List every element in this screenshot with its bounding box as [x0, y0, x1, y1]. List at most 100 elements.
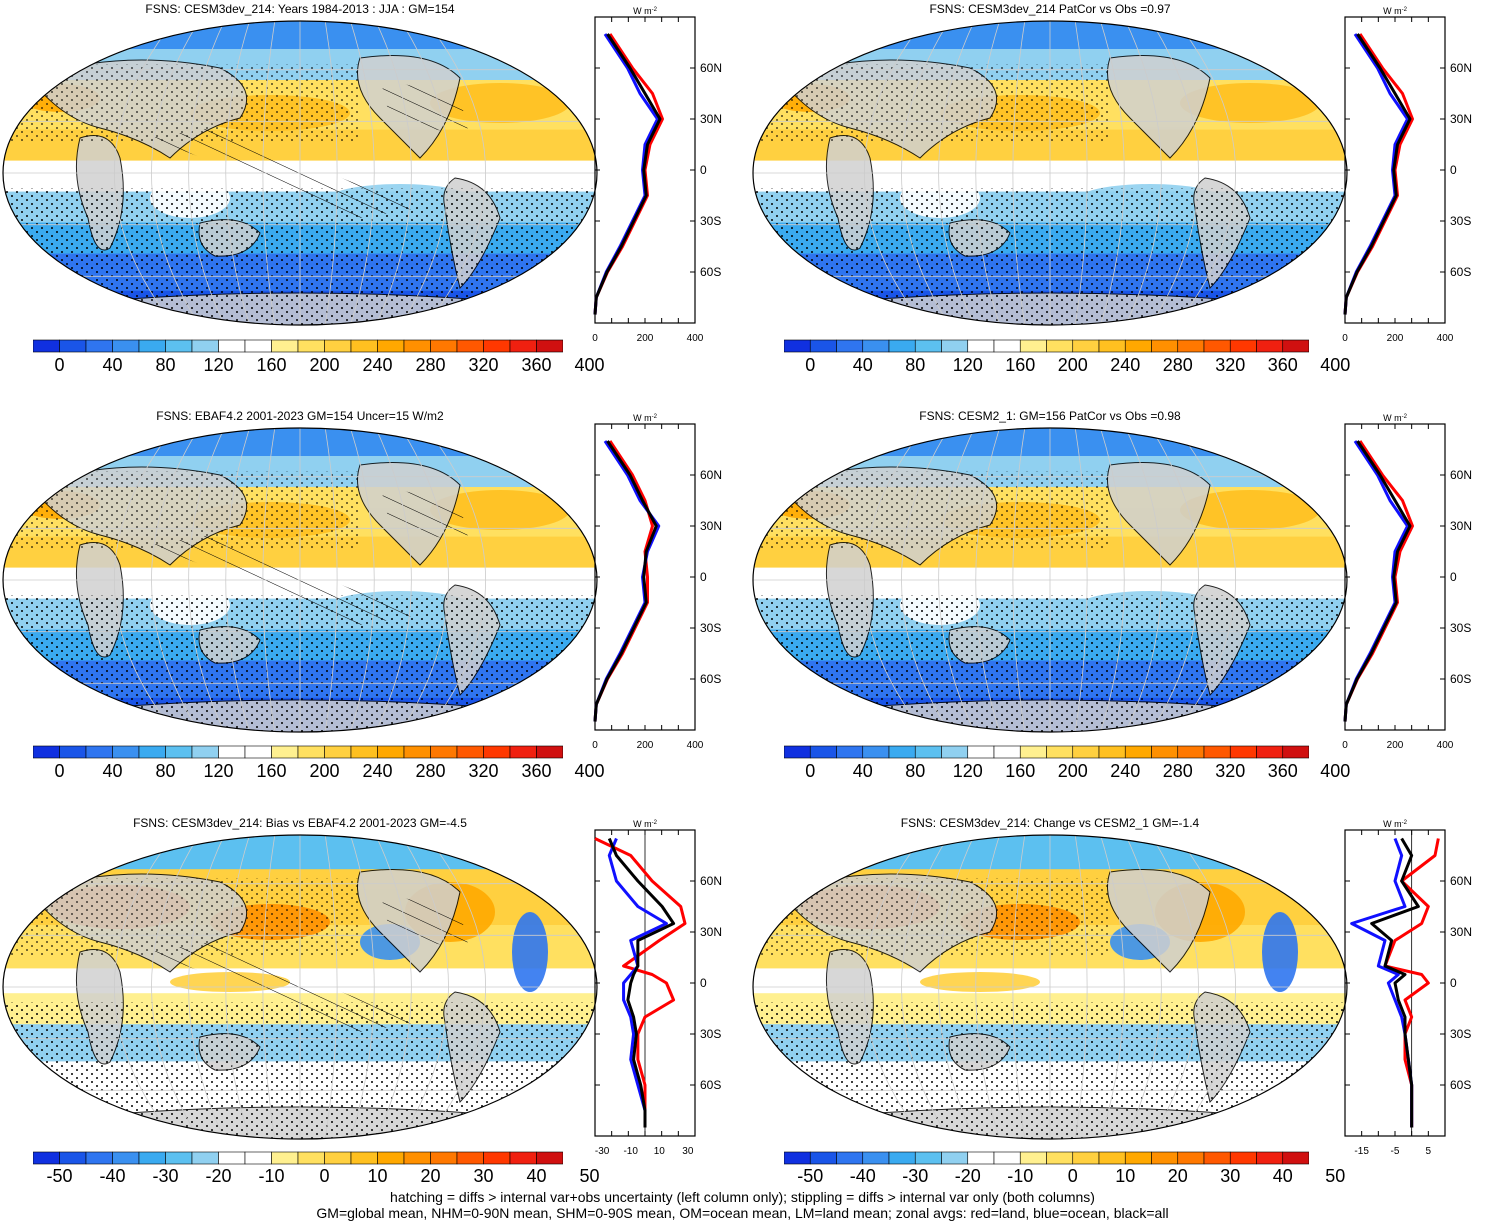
colorbar-label: 80 — [905, 761, 926, 781]
lat-label: 30S — [1450, 214, 1472, 228]
colorbar-label: 40 — [102, 355, 123, 375]
colorbar-label: 40 — [1272, 1166, 1293, 1186]
colorbar-label: 0 — [54, 355, 65, 375]
colorbar-swatch — [59, 745, 87, 759]
colorbar-label: -20 — [205, 1166, 232, 1186]
colorbar-swatch — [377, 339, 405, 353]
colorbar-swatch — [914, 339, 942, 353]
map-panel — [2, 834, 598, 1140]
colorbar-swatch — [324, 1151, 352, 1165]
colorbar-label: 240 — [1110, 761, 1141, 781]
colorbar-swatch — [403, 745, 431, 759]
colorbar-swatch — [862, 1151, 890, 1165]
colorbar-label: 400 — [1320, 761, 1351, 781]
x-tick-label: -10 — [623, 1146, 638, 1157]
panel-title: FSNS: CESM3dev_214 PatCor vs Obs =0.97 — [929, 2, 1171, 16]
colorbar-swatch — [809, 1151, 837, 1165]
panel-title: FSNS: CESM2_1: GM=156 PatCor vs Obs =0.9… — [919, 409, 1181, 423]
colorbar-label: 160 — [256, 761, 287, 781]
colorbar-swatch — [784, 339, 811, 353]
colorbar-swatch — [191, 339, 219, 353]
lat-label: 60S — [700, 265, 722, 279]
lat-label: 0 — [1450, 163, 1457, 177]
colorbar-swatch — [112, 339, 140, 353]
map-panel — [2, 427, 598, 733]
series-line-land — [594, 837, 687, 1128]
lat-label: 0 — [1450, 570, 1457, 584]
colorbar-label: 280 — [415, 355, 446, 375]
lat-label: 60N — [1450, 468, 1473, 482]
colorbar-swatch — [1151, 1151, 1179, 1165]
x-tick-label: 5 — [1425, 1146, 1432, 1157]
colorbar-label: -50 — [46, 1166, 73, 1186]
colorbar-swatch — [191, 745, 219, 759]
colorbar-swatch — [165, 745, 193, 759]
colorbar-label: 20 — [420, 1166, 441, 1186]
colorbar-label: 50 — [1325, 1166, 1346, 1186]
lat-label: 60S — [1450, 265, 1472, 279]
colorbar-swatch — [165, 1151, 193, 1165]
colorbar-swatch — [483, 1151, 511, 1165]
colorbar-swatch — [244, 745, 272, 759]
x-tick-label: 200 — [1386, 333, 1404, 344]
colorbar-swatch — [1098, 339, 1126, 353]
colorbar-label: -10 — [258, 1166, 285, 1186]
colorbar-label: 160 — [256, 355, 287, 375]
colorbar — [784, 745, 1309, 759]
colorbar-label: 40 — [852, 761, 873, 781]
colorbar-label: 120 — [203, 761, 234, 781]
lat-label: 30N — [1450, 925, 1473, 939]
series-line-all — [607, 837, 676, 1128]
colorbar-label: 320 — [468, 355, 499, 375]
colorbar-label: 240 — [1110, 355, 1141, 375]
unit-label: W m-2 — [633, 819, 657, 829]
colorbar-label: 400 — [574, 761, 605, 781]
colorbar-swatch — [941, 339, 969, 353]
colorbar-swatch — [324, 745, 352, 759]
lat-label: 30N — [700, 112, 723, 126]
colorbar — [784, 339, 1309, 353]
colorbar-swatch — [112, 1151, 140, 1165]
colorbar-swatch — [941, 1151, 969, 1165]
colorbar-swatch — [1282, 745, 1309, 759]
colorbar-swatch — [350, 1151, 378, 1165]
colorbar-swatch — [1072, 1151, 1100, 1165]
colorbar-label: 120 — [952, 761, 983, 781]
colorbar-label: 40 — [526, 1166, 547, 1186]
colorbar-label: 0 — [805, 761, 816, 781]
colorbar-label: 240 — [362, 355, 393, 375]
lat-label: 30S — [1450, 621, 1472, 635]
colorbar-swatch — [403, 339, 431, 353]
colorbar-swatch — [218, 1151, 246, 1165]
colorbar-swatch — [33, 1151, 60, 1165]
x-tick-label: 200 — [636, 333, 654, 344]
colorbar-label: 30 — [1220, 1166, 1241, 1186]
colorbar-swatch — [967, 339, 995, 353]
colorbar-swatch — [218, 745, 246, 759]
series-line-all — [593, 33, 662, 315]
lat-label: 60N — [1450, 874, 1473, 888]
colorbar-label: 280 — [415, 761, 446, 781]
colorbar-label: 160 — [1005, 761, 1036, 781]
colorbar-swatch — [430, 745, 458, 759]
lat-label: 60S — [1450, 1078, 1472, 1092]
colorbar-label: -40 — [849, 1166, 876, 1186]
colorbar — [784, 1151, 1309, 1165]
series-line-all — [1343, 33, 1412, 315]
colorbar — [33, 1151, 563, 1165]
colorbar-swatch — [1072, 339, 1100, 353]
colorbar-label: 80 — [155, 355, 176, 375]
footer-line-1: hatching = diffs > internal var+obs unce… — [390, 1189, 1095, 1205]
unit-label: W m-2 — [1383, 413, 1407, 423]
colorbar-labels: 0 40 80 120 160 200 240 280 320 360 400 — [784, 761, 1350, 785]
colorbar-swatch — [59, 339, 87, 353]
lat-label: 30N — [700, 519, 723, 533]
colorbar-swatch — [297, 1151, 325, 1165]
colorbar-label: 50 — [579, 1166, 600, 1186]
lat-label: 30N — [700, 925, 723, 939]
colorbar-swatch — [1019, 745, 1047, 759]
lat-label: 60N — [1450, 61, 1473, 75]
colorbar-swatch — [33, 745, 60, 759]
lat-label: 30N — [1450, 519, 1473, 533]
x-tick-label: -15 — [1354, 1146, 1369, 1157]
